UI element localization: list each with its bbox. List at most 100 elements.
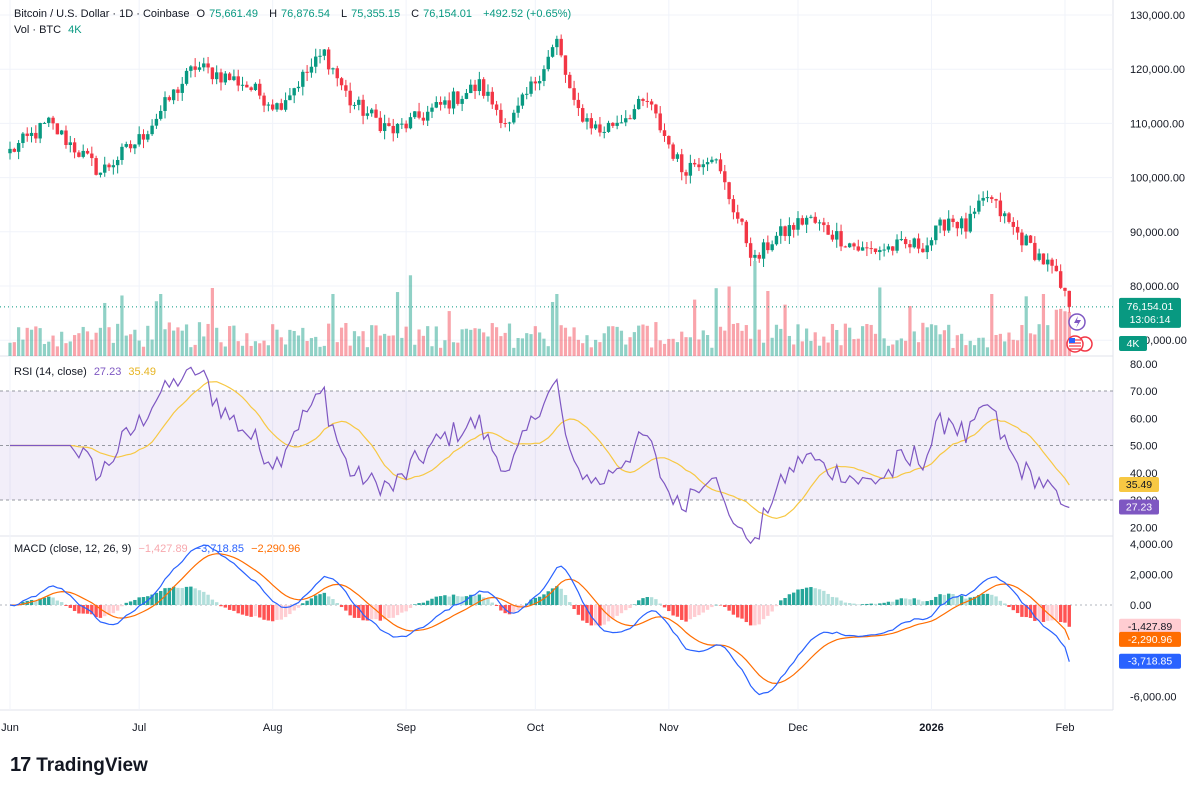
volume-bar <box>658 340 662 356</box>
candle-body <box>124 144 128 147</box>
macd-histogram-bar <box>357 605 361 618</box>
macd-histogram-bar <box>171 586 176 605</box>
price-tick-label: 130,000.00 <box>1130 10 1185 22</box>
macd-line <box>9 544 1070 696</box>
macd-histogram-bar <box>934 596 938 605</box>
macd-histogram-bar <box>451 594 456 605</box>
macd-histogram-bar <box>141 597 146 605</box>
candle-body <box>451 91 456 109</box>
volume-bar <box>632 332 636 356</box>
macd-histogram-bar <box>701 605 705 613</box>
macd-tick-label: 0.00 <box>1130 600 1151 612</box>
candle-body <box>29 132 34 136</box>
volume-bar <box>744 325 748 356</box>
candle-body <box>438 102 443 105</box>
volume-bar <box>559 325 563 356</box>
candle-body <box>774 235 779 245</box>
macd-histogram-bar <box>232 605 236 611</box>
candle-body <box>494 104 499 110</box>
candle-body <box>563 55 568 75</box>
macd-value-badge <box>1119 618 1181 634</box>
volume-bar <box>490 323 494 356</box>
macd-histogram-bar <box>507 605 512 615</box>
volume-bar <box>210 287 214 356</box>
macd-histogram-bar <box>615 605 619 616</box>
candle-body <box>546 56 550 70</box>
volume-bar <box>589 347 593 356</box>
volume-bar <box>960 333 964 356</box>
candle-body <box>770 244 774 251</box>
macd-histogram-bar <box>977 595 981 605</box>
candle-body <box>748 243 753 258</box>
candle-body <box>288 95 292 101</box>
candle-body <box>400 123 404 125</box>
volume-bar <box>1011 339 1015 356</box>
candle-body <box>292 88 296 96</box>
tradingview-logo[interactable]: 17 TradingView <box>10 754 148 777</box>
macd-histogram-bar <box>826 593 830 605</box>
volume-bar <box>34 326 38 356</box>
candle-body <box>779 226 783 236</box>
macd-histogram-bar <box>684 605 688 622</box>
macd-line-value: −3,718.85 <box>194 543 244 555</box>
volume-bar <box>990 294 994 356</box>
candle-body <box>800 218 805 225</box>
volume-bar <box>150 339 154 356</box>
volume-bar <box>908 306 912 356</box>
volume-bar <box>357 336 361 356</box>
macd-histogram-bar <box>481 597 486 605</box>
candle-body <box>998 200 1003 217</box>
volume-bar <box>895 340 899 356</box>
macd-histogram-bar <box>120 605 124 607</box>
macd-histogram-bar <box>115 605 120 611</box>
candle-body <box>245 84 249 88</box>
volume-value-label: 4K <box>1127 338 1140 350</box>
volume-bar <box>305 340 309 356</box>
macd-histogram-bar <box>408 605 413 608</box>
candle-body <box>223 73 227 83</box>
macd-histogram-bar <box>796 589 800 605</box>
volume-bar <box>275 329 279 356</box>
macd-histogram-bar <box>770 605 774 612</box>
candle-body <box>503 123 507 125</box>
volume-bar <box>727 286 731 356</box>
volume-bar <box>830 323 835 356</box>
volume-bar <box>163 329 167 356</box>
rsi-band <box>0 391 1113 500</box>
macd-histogram-bar <box>210 599 215 605</box>
volume-bar <box>1054 309 1058 356</box>
macd-histogram-bar <box>662 605 667 608</box>
macd-histogram-bar <box>589 605 594 626</box>
macd-tick-label: 4,000.00 <box>1130 539 1173 551</box>
macd-histogram-bar <box>335 602 339 605</box>
macd-histogram-bar <box>21 601 25 605</box>
candle-body <box>925 245 929 253</box>
volume-bar <box>215 327 219 356</box>
candle-body <box>322 49 327 56</box>
candle-body <box>675 154 680 159</box>
volume-bar <box>361 331 365 356</box>
volume-bar <box>602 333 606 356</box>
volume-bar <box>253 341 258 356</box>
macd-histogram-bar <box>124 602 128 605</box>
candle-body <box>667 135 671 145</box>
volume-bar <box>1016 340 1020 356</box>
change-value: +492.52 (+0.65%) <box>483 8 572 20</box>
macd-histogram-bar <box>908 599 912 605</box>
candle-body <box>171 89 176 101</box>
macd-histogram-bar <box>994 596 998 605</box>
macd-histogram-bar <box>283 605 288 618</box>
macd-histogram-bar <box>723 605 727 607</box>
macd-histogram-bar <box>438 596 443 605</box>
macd-histogram-bar <box>649 597 654 605</box>
macd-histogram-bar <box>744 605 749 623</box>
candle-body <box>301 71 305 87</box>
candle-body <box>314 56 318 67</box>
candle-body <box>873 248 878 253</box>
macd-histogram-bar <box>90 605 94 615</box>
volume-bar <box>460 329 464 356</box>
macd-histogram-bar <box>258 605 262 618</box>
volume-bar <box>921 322 925 356</box>
volume-bar <box>404 326 408 356</box>
